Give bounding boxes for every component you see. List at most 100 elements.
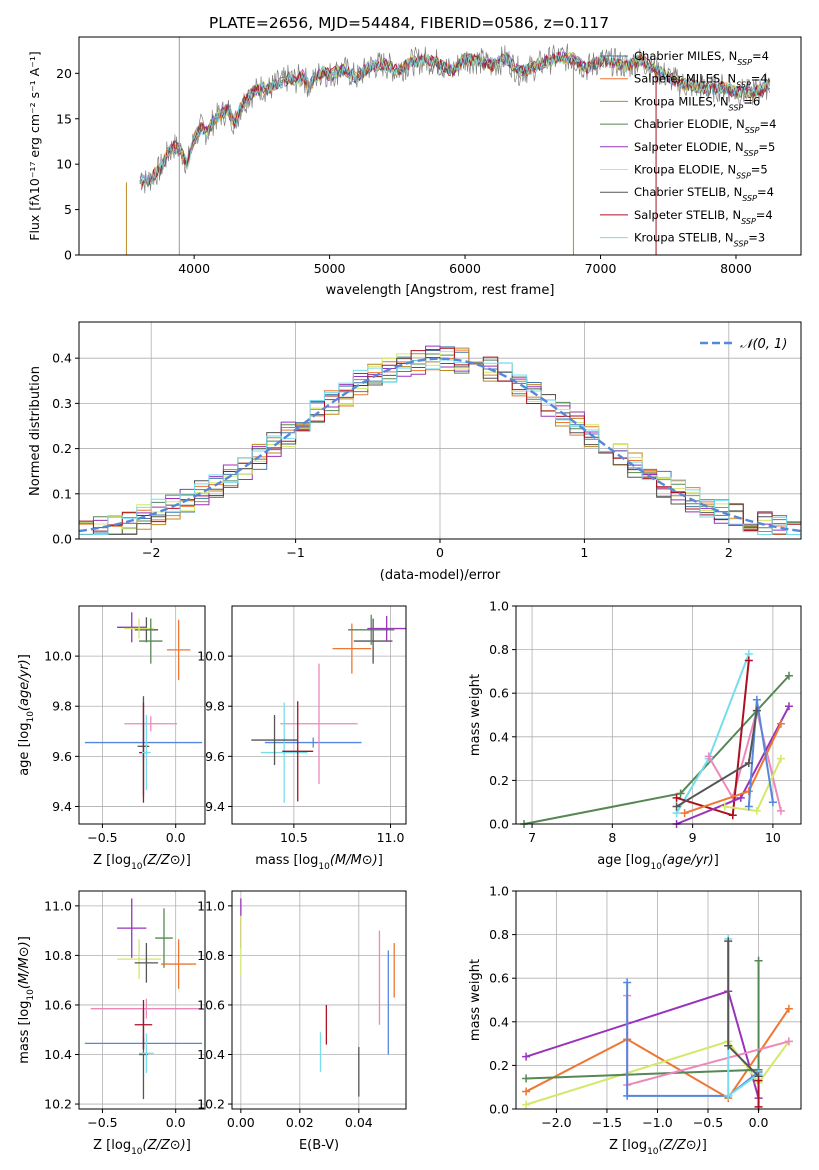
x-tick-label: 0 [436, 545, 444, 560]
x-tick-label: 10 [765, 830, 781, 845]
y-tick-label: 10.0 [44, 649, 72, 664]
weight-marker [744, 656, 753, 665]
data-point [367, 616, 406, 642]
data-point [117, 939, 162, 979]
data-point [264, 737, 362, 748]
plot-area [84, 898, 203, 1100]
weight-marker [784, 1004, 793, 1013]
y-tick-label: 9.6 [52, 749, 72, 764]
y-tick-label: 0.4 [489, 1014, 509, 1029]
weight-marker [522, 1087, 531, 1096]
plot-area [78, 345, 802, 539]
weight-marker [744, 758, 753, 767]
weight-marker [754, 956, 763, 965]
weight-marker [744, 802, 753, 811]
x-axis-label: Z [log10(Z/Z⊙)] [93, 1138, 191, 1157]
legend-entry: Kroupa STELIB, NSSP=3 [634, 231, 765, 249]
y-tick-label: 0.2 [489, 1058, 509, 1073]
x-tick-label: 2 [725, 545, 733, 560]
data-point [117, 612, 147, 643]
data-point [348, 614, 395, 645]
weight-marker [522, 1100, 531, 1109]
weight-marker [522, 1052, 531, 1061]
x-tick-label: 0.02 [286, 1115, 314, 1130]
y-tick-label: 20 [56, 66, 72, 81]
x-axis-label: mass [log10(M/M⊙)] [255, 853, 383, 872]
y-tick-label: 0.3 [52, 396, 72, 411]
y-tick-label: 10.8 [197, 948, 225, 963]
x-tick-label: 7000 [585, 261, 617, 276]
weight-marker [784, 702, 793, 711]
x-tick-label: 0.04 [345, 1115, 373, 1130]
axes-frame [231, 605, 407, 825]
y-tick-label: 0.4 [489, 729, 509, 744]
weight-marker [623, 978, 632, 987]
x-axis-label: (data-model)/error [380, 568, 501, 583]
y-tick-label: 9.8 [52, 699, 72, 714]
y-tick-label: 0.6 [489, 686, 509, 701]
panel-weight-age: 7 8 9 10 0.0 0.2 0.4 0.6 0.8 1.0 mass weight age [l… [468, 599, 802, 872]
legend-entry: Chabrier MILES, NSSP=4 [634, 49, 769, 67]
y-tick-label: 10 [56, 157, 72, 172]
y-tick-label: 0.8 [489, 927, 509, 942]
y-tick-label: 10.8 [44, 948, 72, 963]
legend-entry: 𝒩(0, 1) [740, 337, 787, 352]
x-tick-label: 10.5 [280, 830, 308, 845]
legend-entry: Chabrier STELIB, NSSP=4 [634, 185, 774, 203]
y-tick-label: 0 [64, 248, 72, 263]
x-tick-label: −0.5 [87, 830, 117, 845]
y-tick-label: 0.0 [489, 1102, 509, 1117]
y-tick-label: 15 [56, 111, 72, 126]
panel-age-mass: 10.5 11.0 9.4 9.6 9.8 10.0 mass [log10(M/M⊙)] [197, 605, 407, 872]
x-tick-label: 1 [580, 545, 588, 560]
data-point [124, 618, 154, 639]
plot-area [125, 37, 771, 255]
weight-marker [776, 719, 785, 728]
y-tick-label: 9.4 [205, 799, 225, 814]
gaussian-curve [78, 357, 802, 533]
y-tick-label: 9.6 [205, 749, 225, 764]
data-point [251, 715, 298, 766]
plot-area [520, 649, 793, 828]
x-tick-label: 8000 [720, 261, 752, 276]
x-axis-label: Z [log10(Z/Z⊙)] [93, 853, 191, 872]
y-axis-label: mass weight [468, 959, 483, 1041]
x-tick-label: 11.0 [377, 830, 405, 845]
axes-frame [78, 890, 206, 1110]
weight-marker [720, 802, 729, 811]
data-point [280, 663, 358, 784]
y-tick-label: 1.0 [489, 884, 509, 899]
chart-title: PLATE=2656, MJD=54484, FIBERID=0586, z=0… [209, 14, 609, 32]
x-tick-label: 6000 [449, 261, 481, 276]
data-point [332, 623, 372, 674]
x-axis-label: age [log10(age/yr)] [597, 853, 719, 872]
x-tick-label: −0.5 [693, 1115, 723, 1130]
x-axis-label: Z [log10(Z/Z⊙)] [609, 1138, 707, 1157]
weight-marker [728, 811, 737, 820]
y-tick-label: 10.0 [197, 649, 225, 664]
weight-marker [784, 1037, 793, 1046]
x-tick-label: −2 [142, 545, 160, 560]
x-tick-label: 0.0 [166, 1115, 186, 1130]
weight-marker [672, 802, 681, 811]
panel-mass-Z: −0.5 0.0 10.2 10.4 10.6 10.8 11.0 Z [log10(Z/Z⊙… [17, 890, 206, 1157]
data-point [282, 701, 314, 802]
weight-marker [676, 789, 685, 798]
weight-marker [724, 1091, 733, 1100]
axes-frame [231, 890, 407, 1110]
y-tick-label: 1.0 [489, 599, 509, 614]
x-axis-label: E(B-V) [299, 1138, 339, 1153]
data-point [124, 716, 178, 732]
x-tick-label: 0.0 [749, 1115, 769, 1130]
plot-area [240, 898, 395, 1097]
y-tick-label: 9.8 [205, 699, 225, 714]
y-tick-label: 5 [64, 202, 72, 217]
weight-marker [680, 809, 689, 818]
axes-frame [78, 36, 802, 256]
weight-marker [724, 1041, 733, 1050]
weight-marker [754, 1076, 763, 1085]
x-tick-label: −0.5 [87, 1115, 117, 1130]
weight-marker [776, 754, 785, 763]
data-point [139, 1033, 154, 1074]
legend-entry: Kroupa ELODIE, NSSP=5 [634, 163, 768, 181]
